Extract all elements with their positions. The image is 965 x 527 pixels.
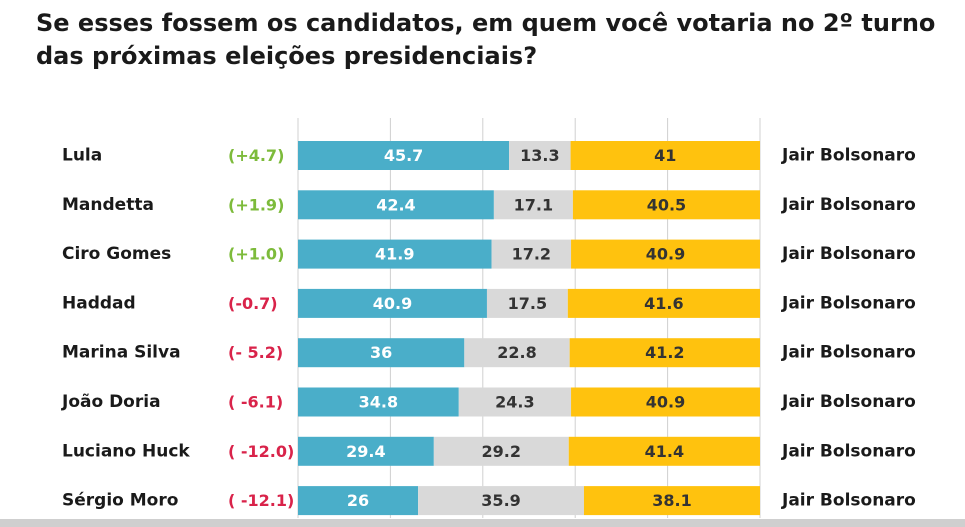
undecided-bar — [493, 190, 573, 220]
undecided-bar-label: 17.2 — [512, 245, 551, 264]
undecided-bar-label: 29.2 — [482, 442, 521, 461]
opponent-bar-label: 41.4 — [645, 442, 684, 461]
chart-row: Sérgio Moro ( -12.1) 26 35.9 38.1 Jair Bolson… — [62, 486, 916, 516]
candidate-bar — [298, 338, 465, 368]
candidate-name-label: Haddad — [62, 293, 136, 313]
opponent-bar — [569, 338, 760, 368]
candidate-bar-label: 40.9 — [373, 294, 412, 313]
opponent-name-label: Jair Bolsonaro — [781, 146, 916, 166]
candidate-bar — [298, 288, 487, 318]
undecided-bar — [491, 239, 572, 269]
candidate-bar-label: 41.9 — [375, 245, 414, 264]
chart-title-line-2: das próximas eleições presidenciais? — [36, 42, 538, 70]
opponent-name-label: Jair Bolsonaro — [781, 343, 916, 363]
opponent-bar-label: 40.9 — [646, 393, 685, 412]
chart-title-line-1: Se esses fossem os candidatos, em quem v… — [36, 9, 936, 37]
undecided-bar — [464, 338, 570, 368]
change-label: (+4.7) — [228, 146, 284, 165]
chart-row: Lula (+4.7) 45.7 13.3 41 Jair Bolsonaro — [62, 141, 916, 170]
candidate-bar — [298, 190, 494, 220]
opponent-bar — [583, 486, 760, 516]
candidate-bar-label: 29.4 — [346, 442, 385, 461]
candidate-bar — [298, 486, 419, 516]
opponent-bar-label: 40.9 — [646, 245, 685, 264]
change-label: ( -12.0) — [228, 442, 294, 461]
change-label: ( -6.1) — [228, 393, 283, 412]
undecided-bar — [433, 436, 569, 466]
undecided-bar — [486, 288, 568, 318]
candidate-bar-label: 45.7 — [384, 146, 423, 165]
opponent-bar-label: 41.2 — [645, 343, 684, 362]
opponent-name-label: Jair Bolsonaro — [781, 293, 916, 313]
opponent-name-label: Jair Bolsonaro — [781, 441, 916, 461]
change-label: (+1.0) — [228, 245, 284, 264]
chart-row: Haddad (-0.7) 40.9 17.5 41.6 Jair Bolsonaro — [62, 288, 916, 318]
candidate-name-label: Ciro Gomes — [62, 244, 171, 264]
chart-row: Ciro Gomes (+1.0) 41.9 17.2 40.9 Jair Bolsona… — [62, 239, 916, 269]
change-label: (- 5.2) — [228, 343, 283, 362]
chart-row: Marina Silva (- 5.2) 36 22.8 41.2 Jair Bolson… — [62, 338, 916, 368]
opponent-bar — [571, 387, 760, 417]
candidate-bar — [298, 436, 434, 466]
undecided-bar-label: 17.1 — [514, 195, 553, 214]
candidate-name-label: Mandetta — [62, 195, 154, 215]
chart-row: Mandetta (+1.9) 42.4 17.1 40.5 Jair Bolsonaro — [62, 190, 916, 220]
undecided-bar-label: 24.3 — [495, 393, 534, 412]
opponent-bar-label: 41 — [654, 146, 676, 165]
undecided-bar — [418, 486, 584, 516]
opponent-name-label: Jair Bolsonaro — [781, 244, 916, 264]
undecided-bar-label: 13.3 — [520, 146, 559, 165]
opponent-name-label: Jair Bolsonaro — [781, 392, 916, 412]
opponent-bar — [567, 288, 760, 318]
undecided-bar — [509, 141, 571, 170]
bottom-divider — [0, 519, 965, 527]
opponent-bar — [572, 190, 760, 220]
chart-row: João Doria ( -6.1) 34.8 24.3 40.9 Jair Bolson… — [61, 387, 916, 417]
candidate-bar-label: 36 — [370, 343, 392, 362]
candidate-name-label: Marina Silva — [62, 343, 181, 363]
candidate-bar — [298, 387, 459, 417]
undecided-bar-label: 17.5 — [508, 294, 547, 313]
candidate-bar-label: 26 — [347, 491, 369, 510]
candidate-name-label: Sérgio Moro — [62, 491, 178, 511]
opponent-bar-label: 41.6 — [644, 294, 683, 313]
change-label: ( -12.1) — [228, 491, 294, 510]
candidate-bar-label: 42.4 — [376, 195, 415, 214]
undecided-bar-label: 35.9 — [481, 491, 520, 510]
change-label: (+1.9) — [228, 195, 284, 214]
undecided-bar — [458, 387, 572, 417]
opponent-bar — [570, 141, 760, 170]
candidate-bar — [298, 141, 510, 170]
candidate-name-label: Lula — [62, 146, 102, 166]
candidate-name-label: Luciano Huck — [62, 441, 190, 461]
opponent-bar-label: 38.1 — [652, 491, 691, 510]
change-label: (-0.7) — [228, 294, 278, 313]
chart-row: Luciano Huck ( -12.0) 29.4 29.2 41.4 Jair Bol… — [62, 436, 916, 466]
opponent-bar — [571, 239, 760, 269]
opponent-name-label: Jair Bolsonaro — [781, 491, 916, 511]
candidate-bar — [298, 239, 492, 269]
opponent-name-label: Jair Bolsonaro — [781, 195, 916, 215]
undecided-bar-label: 22.8 — [497, 343, 536, 362]
opponent-bar-label: 40.5 — [647, 195, 686, 214]
opponent-bar — [568, 436, 760, 466]
candidate-bar-label: 34.8 — [359, 393, 398, 412]
candidate-name-label: João Doria — [61, 392, 161, 412]
